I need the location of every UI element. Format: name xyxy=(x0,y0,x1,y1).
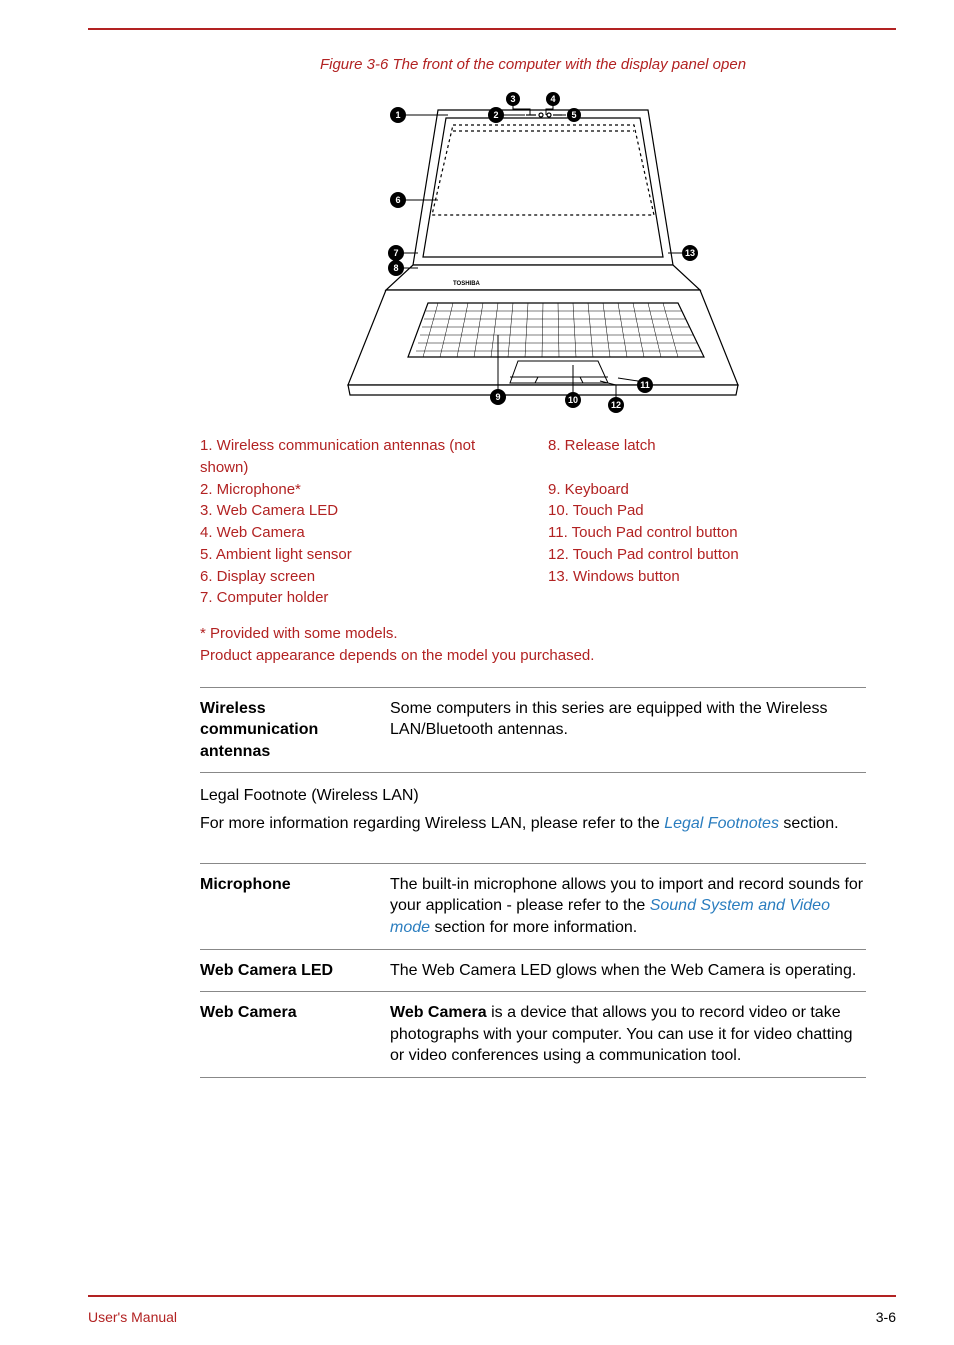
def-term: Web Camera LED xyxy=(200,960,370,982)
callout-11: 11. Touch Pad control button xyxy=(548,522,866,544)
legal-body-pre: For more information regarding Wireless … xyxy=(200,815,664,832)
svg-text:9: 9 xyxy=(495,392,500,402)
def-web-camera: Web Camera Web Camera is a device that a… xyxy=(200,991,866,1077)
legal-footnotes-link[interactable]: Legal Footnotes xyxy=(664,815,779,832)
callouts-legend: 1. Wireless communication antennas (not … xyxy=(200,435,866,609)
def-body: Some computers in this series are equipp… xyxy=(390,698,866,763)
callout-blank xyxy=(548,457,866,479)
bottom-rule xyxy=(88,1295,896,1297)
svg-text:7: 7 xyxy=(393,248,398,258)
footnote-block: * Provided with some models. Product app… xyxy=(200,623,866,667)
callout-10: 10. Touch Pad xyxy=(548,500,866,522)
callout-9: 9. Keyboard xyxy=(548,479,866,501)
def-term: Microphone xyxy=(200,874,370,939)
mic-body-post: section for more information. xyxy=(430,919,637,936)
def-body: Web Camera is a device that allows you t… xyxy=(390,1002,866,1067)
svg-text:2: 2 xyxy=(493,110,498,120)
svg-text:10: 10 xyxy=(568,395,578,405)
footer-left: User's Manual xyxy=(88,1309,177,1325)
svg-text:12: 12 xyxy=(611,400,621,410)
svg-text:5: 5 xyxy=(571,110,576,120)
svg-text:6: 6 xyxy=(395,195,400,205)
callout-8: 8. Release latch xyxy=(548,435,866,457)
legal-footnote-block: Legal Footnote (Wireless LAN) For more i… xyxy=(200,787,866,835)
def-web-camera-led: Web Camera LED The Web Camera LED glows … xyxy=(200,949,866,992)
callout-6: 6. Display screen xyxy=(200,566,518,588)
def-body: The Web Camera LED glows when the Web Ca… xyxy=(390,960,866,982)
def-body: The built-in microphone allows you to im… xyxy=(390,874,866,939)
top-rule xyxy=(88,28,896,30)
footnote-line2: Product appearance depends on the model … xyxy=(200,645,866,667)
svg-text:8: 8 xyxy=(393,263,398,273)
page-content: Figure 3-6 The front of the computer wit… xyxy=(200,56,866,1078)
callout-12: 12. Touch Pad control button xyxy=(548,544,866,566)
callout-5: 5. Ambient light sensor xyxy=(200,544,518,566)
svg-text:13: 13 xyxy=(685,248,695,258)
legal-lead: Legal Footnote (Wireless LAN) xyxy=(200,787,866,805)
svg-text:4: 4 xyxy=(550,94,555,104)
svg-text:1: 1 xyxy=(395,110,400,120)
footer-right: 3-6 xyxy=(876,1309,896,1325)
callout-2: 2. Microphone* xyxy=(200,479,518,501)
legal-body: For more information regarding Wireless … xyxy=(200,813,866,835)
def-wireless-antennas: Wireless communication antennas Some com… xyxy=(200,687,866,773)
web-camera-bold: Web Camera xyxy=(390,1004,487,1021)
legal-body-post: section. xyxy=(779,815,839,832)
footnote-line1: * Provided with some models. xyxy=(200,623,866,645)
def-term: Wireless communication antennas xyxy=(200,698,370,763)
brand-logo: TOSHIBA xyxy=(453,281,481,287)
laptop-figure: TOSHIBA 1 2 3 xyxy=(318,85,748,425)
callout-3: 3. Web Camera LED xyxy=(200,500,518,522)
callout-4: 4. Web Camera xyxy=(200,522,518,544)
svg-text:3: 3 xyxy=(510,94,515,104)
figure-caption: Figure 3-6 The front of the computer wit… xyxy=(200,56,866,73)
def-term: Web Camera xyxy=(200,1002,370,1067)
callout-7: 7. Computer holder xyxy=(200,587,518,609)
callout-1: 1. Wireless communication antennas (not … xyxy=(200,435,518,479)
def-microphone: Microphone The built-in microphone allow… xyxy=(200,863,866,949)
svg-text:11: 11 xyxy=(640,380,650,390)
callout-13: 13. Windows button xyxy=(548,566,866,588)
